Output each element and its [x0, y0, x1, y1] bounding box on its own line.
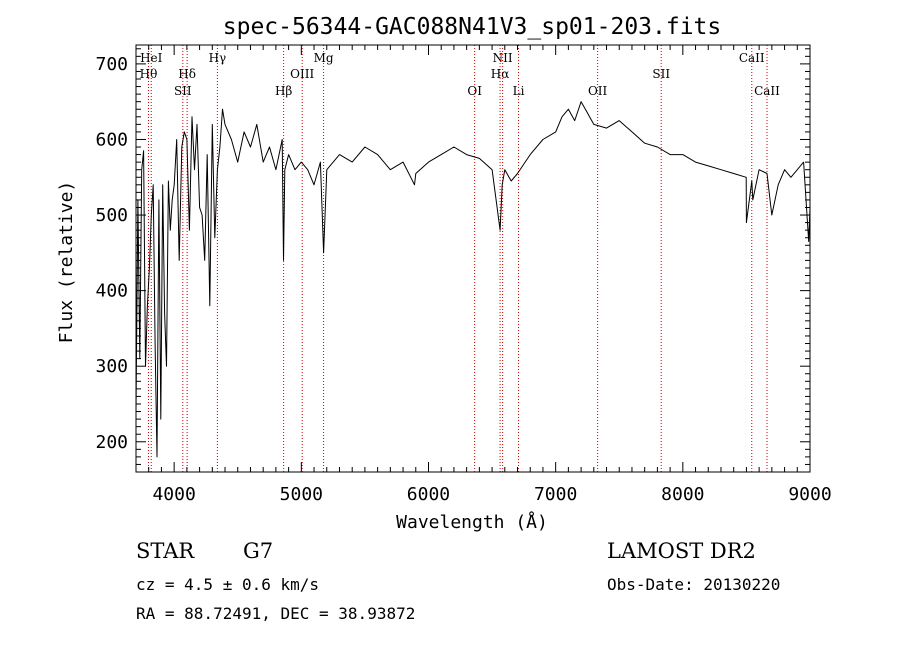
spectral-line-label: SII — [652, 67, 670, 81]
spectral-line-label: OII — [588, 84, 608, 98]
spectral-line-label: Mg — [314, 51, 334, 65]
x-tick-label: 9000 — [788, 484, 831, 505]
survey-label: LAMOST DR2 — [607, 539, 756, 563]
y-tick-label: 700 — [95, 54, 128, 75]
y-tick-label: 200 — [95, 432, 128, 453]
object-class-label: STAR — [136, 539, 195, 563]
spectral-line-label: Hγ — [209, 51, 227, 65]
y-tick-label: 600 — [95, 129, 128, 150]
spectrum-series-line — [135, 101, 811, 458]
spectral-line-label: CaII — [739, 51, 765, 65]
y-tick-label: 500 — [95, 205, 128, 226]
x-tick-label: 5000 — [280, 484, 323, 505]
subclass-label: G7 — [243, 539, 274, 563]
spectral-line-label: SII — [174, 84, 192, 98]
spectral-line-label: Hβ — [275, 84, 292, 98]
spectral-line-label: OI — [467, 84, 482, 98]
spectral-line-label: NII — [493, 51, 513, 65]
obs-date-label: Obs-Date: 20130220 — [607, 575, 781, 594]
x-tick-label: 7000 — [534, 484, 577, 505]
spectral-line-label: Hδ — [178, 67, 196, 81]
y-tick-label: 400 — [95, 281, 128, 302]
plot-frame — [135, 44, 811, 473]
spectral-line-label: Hα — [491, 67, 510, 81]
spectral-line-label: CaII — [754, 84, 780, 98]
chart-title: spec-56344-GAC088N41V3_sp01-203.fits — [223, 14, 722, 40]
spectral-line-label: HeI — [140, 51, 163, 65]
axis-layer: 4000 5000 6000 7000 8000 9000 200 300 400 500 600 7… — [95, 45, 832, 505]
coords-label: RA = 88.72491, DEC = 38.93872 — [136, 604, 416, 623]
redshift-label: cz = 4.5 ± 0.6 km/s — [136, 575, 320, 594]
y-axis-title: Flux (relative) — [56, 181, 77, 344]
x-tick-label: 4000 — [152, 484, 195, 505]
x-axis-title: Wavelength (Å) — [396, 511, 548, 533]
x-tick-label: 6000 — [407, 484, 450, 505]
spectral-line-label: Li — [513, 84, 525, 98]
y-tick-label: 300 — [95, 356, 128, 377]
spectral-line-label: OIII — [290, 67, 314, 81]
x-tick-label: 8000 — [661, 484, 704, 505]
spectral-line-label: Hθ — [140, 67, 158, 81]
